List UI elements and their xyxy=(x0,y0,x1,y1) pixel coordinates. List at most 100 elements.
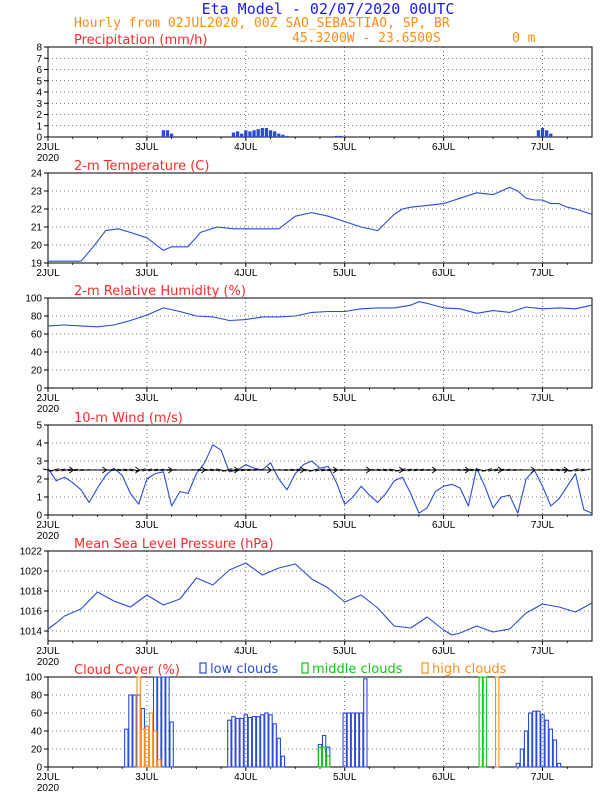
y-tick-label: 7 xyxy=(36,54,42,65)
y-tick-label: 80 xyxy=(31,691,43,702)
panel-temperature: 19 20 21 22 23 24 2JUL 3JUL 4JUL 5JUL 6JUL 7JUL 2-m … xyxy=(31,159,593,279)
wind-arrow xyxy=(556,468,567,472)
cloud-bar-high-clouds xyxy=(152,730,158,768)
cloud-bar-low-clouds xyxy=(342,712,347,768)
wind-arrow xyxy=(148,468,159,472)
wind-arrow xyxy=(160,468,171,472)
cloud-bar-low-clouds xyxy=(227,719,232,768)
cloud-bar-low-clouds xyxy=(239,717,244,768)
cloud-bar-middle-clouds xyxy=(482,676,488,768)
y-tick-label: 1 xyxy=(36,121,42,132)
header-elevation: 0 m xyxy=(512,31,536,46)
y-tick-label: 24 xyxy=(31,169,43,180)
cloud-bar-low-clouds xyxy=(260,714,265,768)
cloud-bar-low-clouds xyxy=(536,710,541,768)
x-tick-label: 6JUL xyxy=(432,520,456,531)
precip-bar xyxy=(244,130,248,137)
wind-arrow xyxy=(123,468,134,472)
precip-bar xyxy=(549,133,553,137)
x-tick-label: 3JUL xyxy=(135,646,159,657)
wind-arrow xyxy=(240,468,251,472)
y-tick-label: 40 xyxy=(31,727,43,738)
wind-arrow xyxy=(277,469,288,471)
x-tick-label: 4JUL xyxy=(234,646,258,657)
wind-arrow-head xyxy=(102,466,108,474)
wind-arrow xyxy=(370,468,381,472)
precip-bar xyxy=(260,128,264,137)
legend-label: low clouds xyxy=(210,662,279,677)
cloud-bar-high-clouds xyxy=(157,759,162,768)
panel-cloud-cover: 0 20 40 60 80 100 2JUL 3JUL 4JUL 5JUL 6JUL 7JUL 2020… xyxy=(25,662,593,792)
wind-arrow xyxy=(549,468,560,472)
wind-arrow xyxy=(382,468,394,472)
cloud-bar-low-clouds xyxy=(280,755,286,768)
wind-arrow xyxy=(401,468,412,472)
panel-title: Mean Sea Level Pressure (hPa) xyxy=(74,537,274,552)
precip-bar xyxy=(161,130,166,137)
series-line xyxy=(48,186,593,262)
cloud-bar-low-clouds xyxy=(527,712,533,768)
y-tick-label: 60 xyxy=(31,709,43,720)
wind-arrow xyxy=(450,469,462,471)
precip-bar xyxy=(334,135,339,137)
wind-arrow-head xyxy=(201,466,207,474)
wind-arrow xyxy=(117,468,128,472)
precip-bar xyxy=(165,130,170,137)
wind-arrow xyxy=(469,468,480,472)
header-line2: Hourly from 02JUL2020, 00Z SAO_SEBASTIAO… xyxy=(74,16,450,31)
x-tick-label: 2JUL xyxy=(36,772,60,783)
wind-arrow-head xyxy=(563,466,569,474)
precip-bar xyxy=(248,131,252,137)
cloud-bar-middle-clouds xyxy=(478,676,483,768)
wind-arrow xyxy=(73,468,84,472)
y-tick-label: 40 xyxy=(31,348,43,359)
cloud-bar-low-clouds xyxy=(346,712,352,768)
y-tick-label: 3 xyxy=(36,99,42,110)
cloud-bar-low-clouds xyxy=(268,714,273,768)
x-tick-label: 3JUL xyxy=(135,520,159,531)
cloud-bar-high-clouds xyxy=(136,676,141,768)
cloud-bar-low-clouds xyxy=(165,676,170,768)
panel-wind: 0 1 2 3 4 5 2JUL 3JUL 4JUL 5JUL 6JUL 7JUL 2020 10-m W… xyxy=(36,411,593,542)
y-tick-label: 100 xyxy=(25,294,42,305)
precip-bar xyxy=(256,129,260,137)
x-tick-label: 2JUL xyxy=(36,520,60,531)
y-tick-label: 1022 xyxy=(20,547,43,558)
x-tick-label: 5JUL xyxy=(333,142,357,153)
precip-bar xyxy=(264,128,269,137)
y-tick-label: 20 xyxy=(31,745,43,756)
year-label: 2020 xyxy=(37,404,60,415)
cloud-bar-low-clouds xyxy=(276,737,281,768)
x-tick-label: 3JUL xyxy=(135,268,159,279)
cloud-bar-low-clouds xyxy=(532,710,537,768)
y-tick-label: 1 xyxy=(36,493,42,504)
wind-arrow xyxy=(308,468,319,472)
cloud-bar-high-clouds xyxy=(495,676,500,768)
wind-arrow-head xyxy=(530,466,536,474)
legend-label: high clouds xyxy=(432,662,507,677)
x-tick-label: 4JUL xyxy=(234,142,258,153)
x-tick-label: 4JUL xyxy=(234,393,258,404)
cloud-bar-low-clouds xyxy=(515,762,521,768)
cloud-bar-low-clouds xyxy=(523,730,529,768)
header-coords: 45.3200W - 23.6500S xyxy=(292,31,441,46)
wind-arrow-head xyxy=(69,466,75,474)
panel-title: 2-m Relative Humidity (%) xyxy=(74,284,246,299)
precip-bar xyxy=(273,131,277,137)
wind-arrow xyxy=(413,468,424,472)
y-tick-label: 20 xyxy=(31,241,43,252)
x-tick-label: 6JUL xyxy=(432,268,456,279)
cloud-bar-low-clouds xyxy=(235,717,240,768)
precip-bar xyxy=(268,130,273,137)
y-tick-label: 21 xyxy=(31,223,43,234)
precip-bar xyxy=(169,133,174,137)
y-tick-label: 4 xyxy=(36,88,42,99)
cloud-bar-low-clouds xyxy=(363,678,368,768)
x-tick-label: 2JUL xyxy=(36,646,60,657)
wind-arrow xyxy=(487,468,499,472)
panel-title: Precipitation (mm/h) xyxy=(74,33,207,48)
wind-arrow-head xyxy=(365,466,372,474)
year-label: 2020 xyxy=(37,657,60,668)
